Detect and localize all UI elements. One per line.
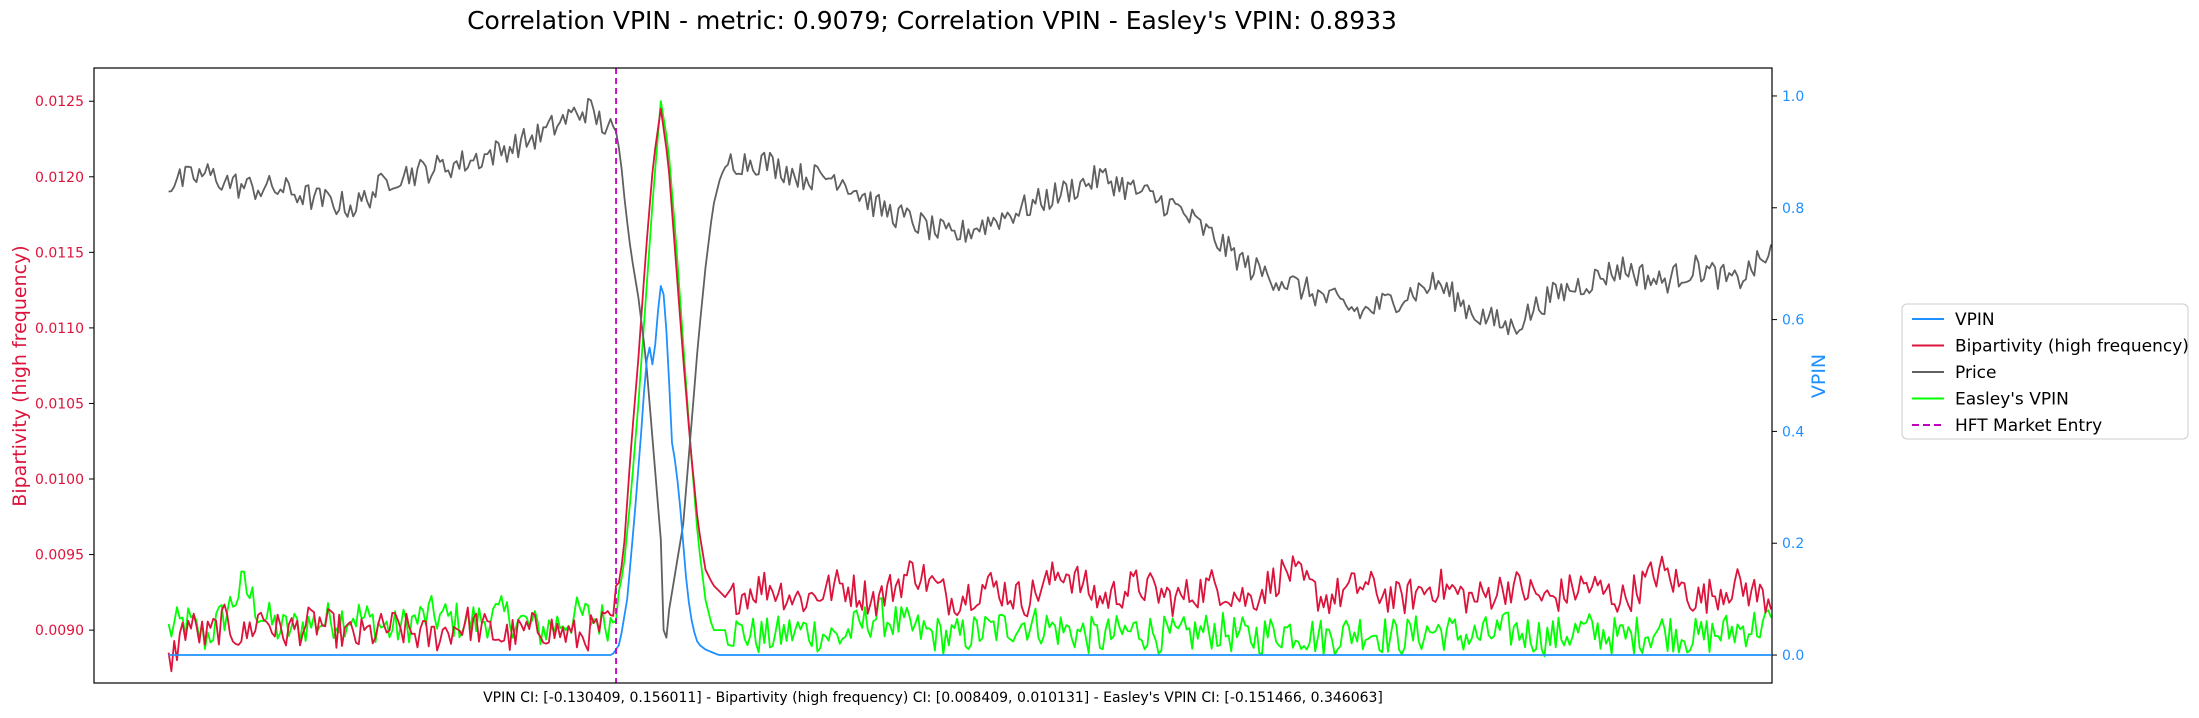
right-y-axis: 1.0 0.8 0.6 0.4 0.2 0.0	[1772, 89, 1804, 664]
legend-label: VPIN	[1955, 310, 1995, 330]
right-tick-label: 1.0	[1782, 89, 1804, 105]
left-tick-label: 0.0095	[35, 548, 84, 564]
plot-area	[167, 68, 1772, 683]
series-line-easley-vpin	[167, 100, 1772, 658]
series-line-price	[168, 97, 1772, 639]
left-tick-label: 0.0110	[35, 321, 84, 337]
series-line-bipartivity	[167, 107, 1772, 673]
left-tick-label: 0.0120	[35, 170, 84, 186]
legend: VPIN Bipartivity (high frequency) Price Eas…	[1901, 303, 2189, 440]
chart-title: Correlation VPIN - metric: 0.9079; Corre…	[467, 6, 1397, 35]
legend-label: Easley's VPIN	[1955, 390, 2069, 410]
left-tick-label: 0.0100	[35, 472, 84, 488]
left-tick-label: 0.0090	[35, 623, 84, 639]
legend-label: Bipartivity (high frequency)	[1955, 337, 2189, 357]
left-tick-label: 0.0115	[35, 245, 84, 261]
left-tick-label: 0.0105	[35, 396, 84, 412]
right-tick-label: 0.2	[1782, 536, 1804, 552]
series-line-vpin	[168, 285, 1772, 656]
legend-label: Price	[1955, 363, 1996, 383]
left-y-axis-label: Bipartivity (high frequency)	[9, 245, 31, 506]
left-y-axis: 0.0125 0.0120 0.0115 0.0110 0.0105 0.0100 0.00…	[35, 94, 94, 639]
chart-footer-ci: VPIN CI: [-0.130409, 0.156011] - Biparti…	[483, 690, 1383, 706]
legend-label: HFT Market Entry	[1955, 416, 2102, 436]
right-tick-label: 0.8	[1782, 201, 1804, 217]
right-tick-label: 0.0	[1782, 648, 1804, 664]
right-tick-label: 0.6	[1782, 313, 1804, 329]
right-tick-label: 0.4	[1782, 424, 1804, 440]
plot-frame	[93, 67, 1773, 684]
legend-box	[1901, 303, 2189, 440]
left-tick-label: 0.0125	[35, 94, 84, 110]
right-y-axis-label: VPIN	[1808, 354, 1830, 398]
